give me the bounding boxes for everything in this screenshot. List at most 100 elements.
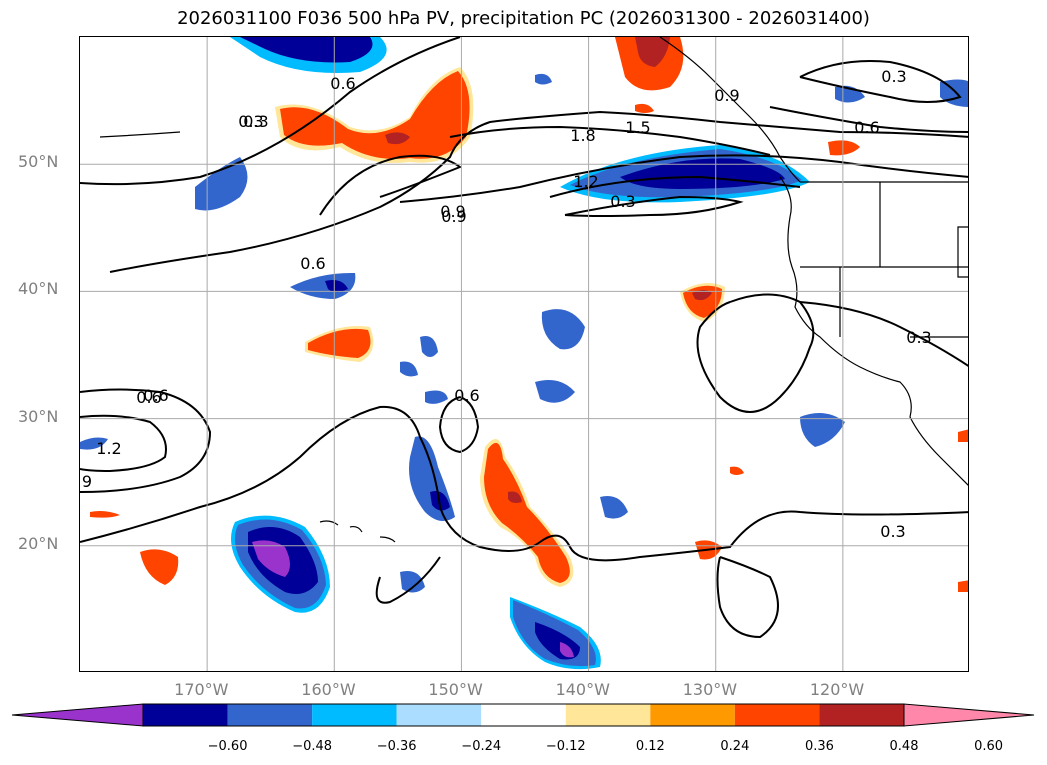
contour-label: 0.6 bbox=[854, 118, 879, 137]
map-canvas: 0.30.60.91.21.51.80.60.30.90.30.60.6 0.61… bbox=[80, 37, 968, 671]
precip-blob bbox=[635, 103, 654, 113]
colorbar-box bbox=[396, 704, 482, 726]
pv-contour bbox=[80, 414, 167, 473]
precip-blob bbox=[730, 466, 744, 475]
contour-label: 0.3 bbox=[906, 328, 931, 347]
precip-blob bbox=[484, 442, 570, 583]
colorbar-box bbox=[143, 704, 228, 726]
colorbar-tick-label: 0.48 bbox=[889, 739, 919, 754]
precip-blob bbox=[635, 37, 670, 67]
colorbar-tick-label: −0.60 bbox=[207, 739, 248, 754]
colorbar-box bbox=[481, 704, 566, 726]
pv-contours bbox=[80, 37, 968, 639]
precip-blob bbox=[90, 511, 120, 518]
colorbar-tick-label: 0.12 bbox=[635, 739, 665, 754]
precip-blob bbox=[325, 280, 348, 292]
contour-label: 9 bbox=[82, 472, 92, 491]
pv-contour bbox=[769, 106, 968, 133]
precip-blob bbox=[280, 71, 470, 159]
pv-contour bbox=[438, 396, 480, 454]
precip-blob bbox=[600, 496, 628, 519]
contour-label: 0.9 bbox=[440, 202, 465, 221]
precip-blob bbox=[252, 540, 290, 577]
precip-blob bbox=[535, 73, 552, 85]
lon-label: 150°W bbox=[428, 680, 483, 699]
coast-line bbox=[99, 131, 181, 138]
precip-blob bbox=[958, 429, 968, 442]
pv-contour bbox=[399, 154, 968, 203]
pv-contour bbox=[80, 37, 461, 186]
pv-contour bbox=[375, 556, 441, 604]
lat-label: 30°N bbox=[18, 406, 59, 426]
colorbar-tick-label: −0.36 bbox=[376, 739, 417, 754]
colorbar-box bbox=[650, 704, 735, 726]
contour-label: 1.8 bbox=[570, 126, 595, 145]
pv-contour bbox=[80, 405, 968, 562]
map-area: 0.3 0.6 0.9 1.2 1.5 1.8 0.6 0.3 0.9 0.3 0.6 0.6 0.6 1… bbox=[79, 36, 969, 672]
precip-blob bbox=[195, 157, 248, 211]
precip-blob bbox=[828, 140, 860, 156]
colorbar-extend-high bbox=[903, 703, 1035, 727]
contour-label: 0.6 bbox=[330, 74, 355, 93]
colorbar-box bbox=[734, 704, 820, 726]
precip-blob bbox=[140, 549, 179, 585]
pv-contour bbox=[549, 175, 801, 198]
colorbar-outline bbox=[142, 703, 905, 727]
coast-line bbox=[779, 176, 968, 486]
precipitation-fill bbox=[80, 37, 968, 670]
lon-label: 170°W bbox=[174, 680, 229, 699]
precip-blob bbox=[400, 571, 425, 593]
coast-line bbox=[659, 37, 801, 183]
colorbar-tick-label: 0.24 bbox=[720, 739, 750, 754]
pv-contour bbox=[696, 293, 815, 413]
precip-blob bbox=[535, 379, 575, 403]
lon-label: 140°W bbox=[555, 680, 610, 699]
colorbar-box bbox=[227, 704, 313, 726]
colorbar-boxes bbox=[11, 703, 1035, 727]
contour-label: 0.9 bbox=[441, 207, 466, 226]
contour-label: 1.5 bbox=[625, 118, 650, 137]
pv-contour bbox=[716, 556, 779, 639]
precip-blob bbox=[308, 328, 371, 358]
contour-label: 1.2 bbox=[573, 172, 598, 191]
lon-label: 160°W bbox=[301, 680, 356, 699]
colorbar-box bbox=[565, 704, 651, 726]
contour-label: 0.3 bbox=[881, 67, 906, 86]
contour-label: 0.3 bbox=[243, 112, 268, 131]
colorbar-box bbox=[312, 704, 397, 726]
map-title: 2026031100 F036 500 hPa PV, precipitatio… bbox=[177, 8, 870, 29]
pv-contour bbox=[564, 195, 744, 217]
pv-contour bbox=[799, 301, 968, 367]
pv-contour bbox=[799, 60, 962, 103]
precip-blob bbox=[80, 437, 108, 450]
coast-line bbox=[379, 536, 396, 543]
contour-label: 0.6 bbox=[136, 388, 161, 407]
precip-blob bbox=[560, 642, 574, 658]
coast-line bbox=[349, 525, 363, 533]
pv-contour bbox=[80, 388, 212, 493]
contour-label: 1.2 bbox=[96, 439, 121, 458]
coast-line bbox=[957, 226, 968, 278]
graticule bbox=[80, 37, 968, 671]
coastline bbox=[99, 37, 968, 543]
colorbar-extend-low bbox=[11, 703, 144, 727]
precip-blob bbox=[425, 390, 448, 404]
contour-label: 0.6 bbox=[300, 254, 325, 273]
precip-blob bbox=[240, 37, 373, 63]
colorbar-tick-label: −0.24 bbox=[461, 739, 502, 754]
pv-contour bbox=[449, 125, 771, 156]
precip-blob bbox=[420, 336, 438, 357]
colorbar-tick-label: −0.48 bbox=[292, 739, 333, 754]
lon-label: 130°W bbox=[682, 680, 738, 699]
colorbar-tick-label: −0.12 bbox=[545, 739, 586, 754]
colorbar-box bbox=[819, 704, 904, 726]
precip-blob bbox=[800, 413, 845, 447]
precip-blob bbox=[958, 580, 968, 592]
colorbar-tick-label: 0.36 bbox=[804, 739, 834, 754]
pv-contour bbox=[109, 110, 968, 273]
precip-blob bbox=[400, 361, 418, 377]
contour-label-layer: 0.30.60.91.21.51.80.60.30.90.30.60.6 0.61… bbox=[82, 67, 932, 541]
contour-label: 0.6 bbox=[143, 386, 168, 405]
contour-label: 0.3 bbox=[610, 192, 635, 211]
